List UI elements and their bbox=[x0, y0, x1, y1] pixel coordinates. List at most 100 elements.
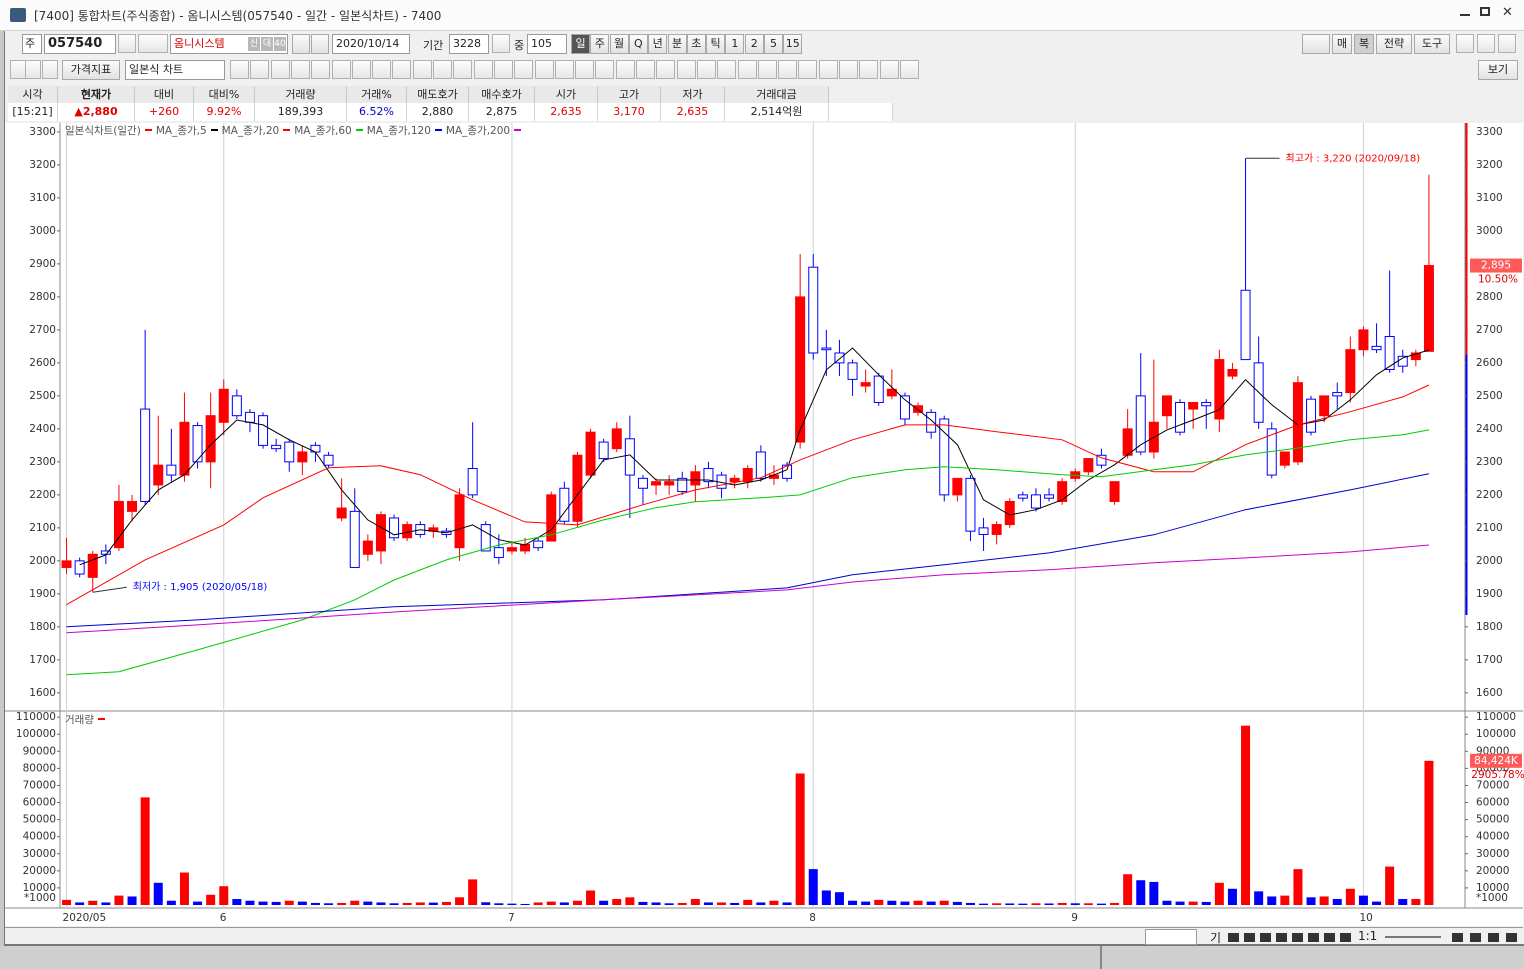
footer-icon[interactable] bbox=[1292, 933, 1303, 942]
draw-tool[interactable] bbox=[433, 60, 452, 79]
draw-tool[interactable] bbox=[778, 60, 798, 79]
title-bar: [7400] 통합차트(주식종합) - 옴니시스템(057540 - 일간 - … bbox=[0, 0, 1524, 31]
draw-tool[interactable] bbox=[839, 60, 858, 79]
volume-bar bbox=[730, 902, 740, 905]
interval-button[interactable]: 5 bbox=[764, 34, 783, 54]
interval-button[interactable]: 2 bbox=[744, 34, 764, 54]
draw-tool[interactable] bbox=[859, 60, 879, 79]
footer-icon[interactable] bbox=[1488, 933, 1499, 942]
draw-tool[interactable] bbox=[899, 60, 919, 79]
draw-tool[interactable] bbox=[879, 60, 899, 79]
draw-tool[interactable] bbox=[250, 60, 270, 79]
volume-bar bbox=[546, 901, 556, 905]
draw-tool[interactable] bbox=[717, 60, 737, 79]
draw-tool[interactable] bbox=[230, 60, 249, 79]
draw-tool[interactable] bbox=[636, 60, 655, 79]
candle-body bbox=[1122, 428, 1133, 456]
x-tick-label: 10 bbox=[1359, 912, 1372, 924]
draw-tool[interactable] bbox=[575, 60, 595, 79]
tool-button[interactable]: 도구 bbox=[1414, 34, 1450, 54]
style-select[interactable]: 일본식 차트 bbox=[125, 60, 225, 80]
tool-icon[interactable] bbox=[42, 60, 58, 79]
footer-icon[interactable] bbox=[1452, 933, 1463, 942]
footer-icon[interactable] bbox=[1228, 933, 1239, 942]
next-button[interactable] bbox=[292, 34, 310, 54]
interval-button[interactable]: 주 bbox=[590, 34, 610, 54]
interval-button[interactable]: 일 bbox=[571, 34, 590, 54]
code-input[interactable]: 057540 bbox=[44, 34, 116, 54]
draw-tool[interactable] bbox=[290, 60, 310, 79]
volume-bar bbox=[455, 897, 465, 905]
footer-icon[interactable] bbox=[1308, 933, 1319, 942]
draw-tool[interactable] bbox=[351, 60, 371, 79]
interval-button[interactable]: 년 bbox=[648, 34, 668, 54]
draw-tool[interactable] bbox=[331, 60, 351, 79]
draw-tool[interactable] bbox=[534, 60, 554, 79]
tool-button[interactable]: 전략 bbox=[1376, 34, 1412, 54]
footer-icon[interactable] bbox=[1470, 933, 1481, 942]
tool-icon[interactable] bbox=[1477, 34, 1495, 53]
tool-icon[interactable] bbox=[10, 60, 26, 79]
tool-icon[interactable] bbox=[1498, 34, 1516, 53]
draw-tool[interactable] bbox=[757, 60, 777, 79]
footer-icon[interactable] bbox=[1506, 933, 1517, 942]
period-button[interactable] bbox=[492, 34, 510, 53]
list-button[interactable] bbox=[138, 34, 168, 53]
count-input[interactable]: 105 bbox=[527, 34, 567, 54]
tool-button[interactable]: 복 bbox=[1354, 34, 1374, 54]
draw-tool[interactable] bbox=[615, 60, 635, 79]
draw-tool[interactable] bbox=[392, 60, 412, 79]
tool-icon[interactable] bbox=[1456, 34, 1474, 53]
draw-tool[interactable] bbox=[818, 60, 838, 79]
minimize-button[interactable] bbox=[1460, 14, 1470, 16]
draw-tool[interactable] bbox=[514, 60, 534, 79]
close-button[interactable]: ✕ bbox=[1502, 5, 1513, 20]
interval-button[interactable]: Q bbox=[628, 34, 648, 54]
draw-tool[interactable] bbox=[737, 60, 757, 79]
y-tick-label: 2900 bbox=[29, 258, 56, 270]
chat-button[interactable] bbox=[1302, 34, 1330, 54]
indicator-button[interactable]: 가격지표 bbox=[62, 60, 120, 80]
interval-button[interactable]: 틱 bbox=[706, 34, 726, 54]
footer-icon[interactable] bbox=[1324, 933, 1335, 942]
scroll-track[interactable] bbox=[1145, 929, 1197, 945]
quote-header: 대비 bbox=[135, 86, 194, 103]
period-input[interactable]: 3228 bbox=[449, 34, 489, 54]
date-input[interactable]: 2020/10/14 bbox=[332, 34, 410, 54]
zoom-slider[interactable] bbox=[1385, 936, 1441, 938]
footer-icon[interactable] bbox=[1260, 933, 1271, 942]
draw-tool[interactable] bbox=[676, 60, 696, 79]
tool-icon[interactable] bbox=[25, 60, 41, 79]
draw-tool[interactable] bbox=[270, 60, 290, 79]
draw-tool[interactable] bbox=[372, 60, 392, 79]
draw-tool[interactable] bbox=[412, 60, 432, 79]
draw-tool[interactable] bbox=[453, 60, 473, 79]
draw-tool[interactable] bbox=[493, 60, 513, 79]
draw-tool[interactable] bbox=[311, 60, 331, 79]
maximize-button[interactable] bbox=[1480, 7, 1490, 16]
badge: 40 bbox=[274, 37, 286, 51]
volume-bar bbox=[114, 895, 124, 905]
market-select[interactable]: 주 bbox=[22, 34, 42, 54]
draw-tool[interactable] bbox=[656, 60, 676, 79]
prev-button[interactable] bbox=[311, 34, 329, 54]
interval-button[interactable]: 분 bbox=[667, 34, 687, 54]
draw-tool[interactable] bbox=[473, 60, 493, 79]
footer-icon[interactable] bbox=[1276, 933, 1287, 942]
interval-button[interactable]: 1 bbox=[725, 34, 745, 54]
draw-tool[interactable] bbox=[554, 60, 574, 79]
interval-button[interactable]: 15 bbox=[783, 34, 803, 54]
view-button[interactable]: 보기 bbox=[1478, 60, 1518, 80]
draw-tool[interactable] bbox=[696, 60, 716, 79]
search-button[interactable] bbox=[118, 34, 136, 53]
footer-button[interactable]: 기 bbox=[1210, 931, 1222, 945]
footer-icon[interactable] bbox=[1340, 933, 1351, 942]
draw-tool[interactable] bbox=[798, 60, 818, 79]
draw-tool[interactable] bbox=[595, 60, 615, 79]
footer-icon[interactable] bbox=[1244, 933, 1255, 942]
footer-button[interactable]: 1:1 bbox=[1358, 929, 1378, 943]
interval-button[interactable]: 월 bbox=[609, 34, 629, 54]
interval-button[interactable]: 초 bbox=[686, 34, 706, 54]
x-tick-label: 6 bbox=[220, 912, 227, 924]
tool-button[interactable]: 매 bbox=[1332, 34, 1352, 54]
